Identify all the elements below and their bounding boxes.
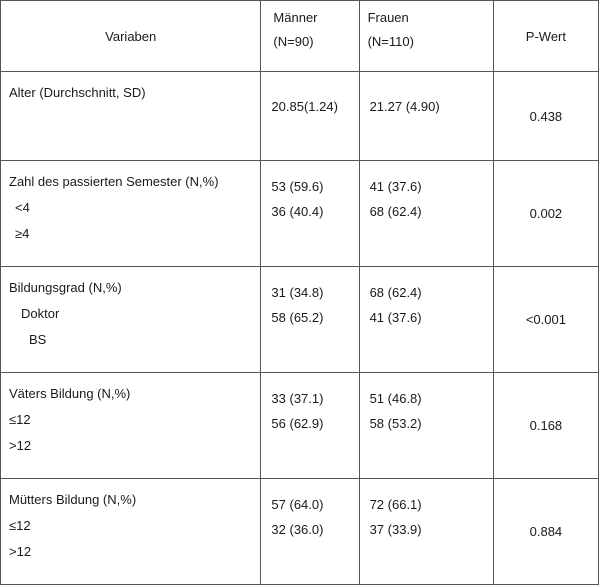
row-men-values: 53 (59.6) 36 (40.4): [260, 160, 360, 267]
row-women-value: 41 (37.6): [369, 179, 422, 194]
row-men-value: 56 (62.9): [271, 416, 324, 431]
header-men: Männer (N=90): [260, 0, 360, 72]
header-variable: Variaben: [0, 0, 262, 72]
header-row: Variaben Männer (N=90) Frauen (N=110) P-…: [0, 0, 599, 72]
row-variable-label: Väters Bildung (N,%): [9, 386, 131, 401]
header-women-label: Frauen: [367, 10, 409, 25]
header-women: Frauen (N=110): [358, 0, 494, 72]
row-women-values: 51 (46.8) 58 (53.2): [358, 372, 494, 479]
row-women-values: 68 (62.4) 41 (37.6): [358, 266, 494, 373]
row-women-value: 58 (53.2): [369, 416, 422, 431]
table-row-mother-education: Mütters Bildung (N,%) ≤12 >12 57 (64.0) …: [0, 478, 599, 585]
row-sub-label: ≤12: [9, 412, 31, 427]
row-sub-label: <4: [15, 200, 30, 215]
row-pvalue: 0.168: [492, 372, 599, 479]
row-women-value: 51 (46.8): [369, 391, 422, 406]
row-sub-label: Doktor: [21, 306, 60, 321]
row-variable: Väters Bildung (N,%) ≤12 >12: [0, 372, 262, 479]
header-women-n: (N=110): [367, 34, 414, 49]
row-pvalue: <0.001: [492, 266, 599, 373]
row-women-value: 68 (62.4): [369, 285, 422, 300]
row-men-value: 58 (65.2): [271, 310, 324, 325]
row-men-value: 20.85(1.24): [260, 71, 360, 161]
table-row-semester: Zahl des passierten Semester (N,%) <4 ≥4…: [0, 160, 599, 267]
row-pvalue: 0.884: [492, 478, 599, 585]
header-men-n: (N=90): [273, 34, 314, 49]
table-row-father-education: Väters Bildung (N,%) ≤12 >12 33 (37.1) 5…: [0, 372, 599, 479]
row-men-value: 33 (37.1): [271, 391, 324, 406]
row-sub-label: >12: [9, 438, 32, 453]
row-women-value: 41 (37.6): [369, 310, 422, 325]
table-row-degree: Bildungsgrad (N,%) Doktor BS 31 (34.8) 5…: [0, 266, 599, 373]
row-men-value: 36 (40.4): [271, 204, 324, 219]
row-pvalue: 0.002: [492, 160, 599, 267]
row-men-values: 31 (34.8) 58 (65.2): [260, 266, 360, 373]
row-women-value: 21.27 (4.90): [358, 71, 494, 161]
row-sub-label: >12: [9, 544, 32, 559]
row-women-value: 68 (62.4): [369, 204, 422, 219]
row-pvalue: 0.438: [492, 71, 599, 161]
row-variable: Mütters Bildung (N,%) ≤12 >12: [0, 478, 262, 585]
row-variable-label: Bildungsgrad (N,%): [9, 280, 122, 295]
row-men-value: 32 (36.0): [271, 522, 324, 537]
row-women-values: 72 (66.1) 37 (33.9): [358, 478, 494, 585]
row-sub-label: ≥4: [15, 226, 30, 241]
row-sub-label: ≤12: [9, 518, 31, 533]
table-row-age: Alter (Durchschnitt, SD) 20.85(1.24) 21.…: [0, 71, 599, 161]
row-women-value: 72 (66.1): [369, 497, 422, 512]
row-variable-label: Zahl des passierten Semester (N,%): [9, 174, 219, 189]
row-sub-label: BS: [29, 332, 47, 347]
row-variable: Zahl des passierten Semester (N,%) <4 ≥4: [0, 160, 262, 267]
row-women-values: 41 (37.6) 68 (62.4): [358, 160, 494, 267]
header-men-label: Männer: [273, 10, 318, 25]
row-variable: Bildungsgrad (N,%) Doktor BS: [0, 266, 262, 373]
row-men-value: 53 (59.6): [271, 179, 324, 194]
header-pvalue: P-Wert: [492, 0, 599, 72]
row-women-value: 37 (33.9): [369, 522, 422, 537]
row-men-values: 57 (64.0) 32 (36.0): [260, 478, 360, 585]
row-variable: Alter (Durchschnitt, SD): [0, 71, 262, 161]
row-men-values: 33 (37.1) 56 (62.9): [260, 372, 360, 479]
row-men-value: 31 (34.8): [271, 285, 324, 300]
row-variable-label: Mütters Bildung (N,%): [9, 492, 137, 507]
row-men-value: 57 (64.0): [271, 497, 324, 512]
